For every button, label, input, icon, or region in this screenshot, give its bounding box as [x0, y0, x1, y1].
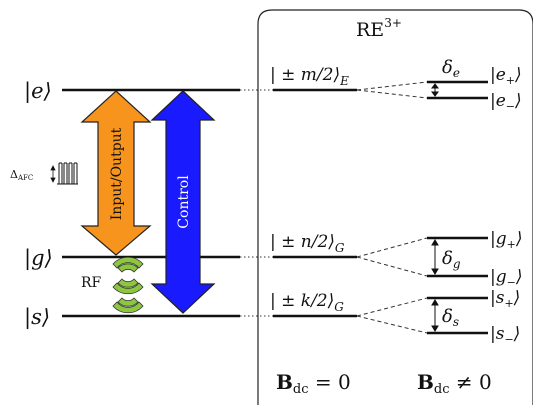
- bdc-nonzero-label: Bdc ≠ 0: [417, 370, 492, 397]
- state-g-plus-label: |g+⟩: [490, 229, 522, 251]
- afc-spacing-arrow-icon: [50, 165, 56, 183]
- delta-g-label: δg: [442, 248, 461, 271]
- splitting-arrow-g-icon: [431, 239, 439, 275]
- afc-comb: [57, 162, 78, 185]
- state-s-minus-label: |s−⟩: [490, 324, 520, 346]
- rare-earth-box: [257, 9, 533, 405]
- control-label: Control: [176, 175, 192, 229]
- level-g-label: |g⟩: [24, 246, 53, 271]
- level-e-label: |e⟩: [24, 79, 52, 104]
- rf-label: RF: [81, 275, 102, 291]
- state-e-minus-label: |e−⟩: [490, 91, 522, 113]
- splitting-arrow-e-icon: [431, 83, 439, 97]
- input-output-arrow: [80, 90, 152, 256]
- state-s-plus-label: |s+⟩: [490, 288, 520, 310]
- delta-e-label: δe: [442, 57, 460, 80]
- middle-level-G1-label: | ± n/2⟩G: [270, 232, 345, 255]
- box-title: RE3+: [356, 16, 402, 41]
- splitting-arrow-s-icon: [431, 299, 439, 332]
- middle-level-G2-label: | ± k/2⟩G: [270, 291, 344, 314]
- input-output-label: Input/Output: [109, 127, 125, 220]
- rf-antenna-icon: [112, 256, 144, 314]
- delta-s-label: δs: [442, 306, 459, 329]
- split-connectors: [356, 81, 428, 334]
- state-g-minus-label: |g−⟩: [490, 267, 522, 289]
- bdc-zero-label: Bdc = 0: [276, 370, 351, 397]
- afc-label: ΔAFC: [10, 168, 33, 182]
- level-s-label: |s⟩: [24, 305, 50, 330]
- control-arrow: [150, 90, 216, 314]
- state-e-plus-label: |e+⟩: [490, 65, 522, 87]
- middle-level-E-label: | ± m/2⟩E: [270, 65, 349, 88]
